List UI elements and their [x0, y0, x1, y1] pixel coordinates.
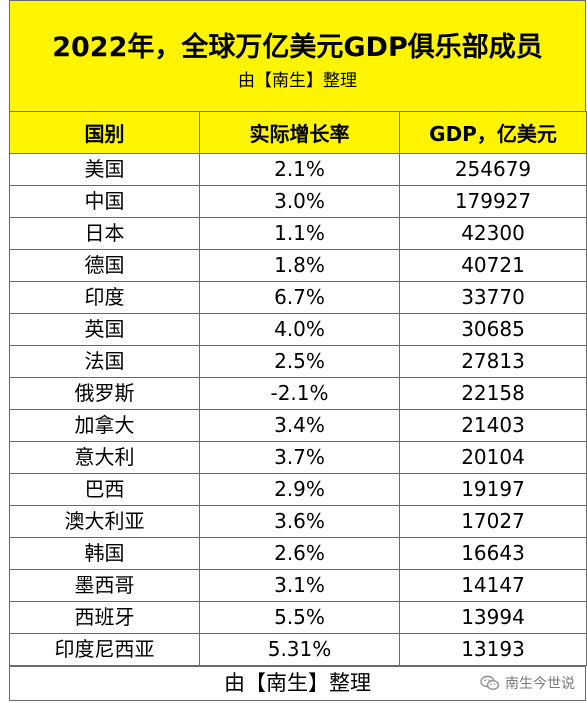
- title-block: 2022年，全球万亿美元GDP俱乐部成员 由【南生】整理: [9, 0, 586, 112]
- cell-country: 澳大利亚: [9, 505, 200, 538]
- cell-country: 加拿大: [9, 409, 200, 442]
- cell-growth-rate: 3.6%: [199, 505, 400, 538]
- cell-growth-rate: -2.1%: [199, 377, 400, 410]
- cell-growth-rate: 3.7%: [199, 441, 400, 474]
- cell-country: 法国: [9, 345, 200, 378]
- table-row: 加拿大 3.4% 21403: [9, 409, 587, 442]
- watermark: 南生今世说: [480, 670, 575, 696]
- table-row: 日本 1.1% 42300: [9, 217, 587, 250]
- cell-country: 日本: [9, 217, 200, 250]
- table-row: 韩国 2.6% 16643: [9, 537, 587, 570]
- table-row: 法国 2.5% 27813: [9, 345, 587, 378]
- cell-country: 中国: [9, 185, 200, 218]
- cell-gdp: 16643: [399, 537, 587, 570]
- cell-growth-rate: 2.6%: [199, 537, 400, 570]
- cell-gdp: 20104: [399, 441, 587, 474]
- cell-growth-rate: 3.4%: [199, 409, 400, 442]
- table-row: 德国 1.8% 40721: [9, 249, 587, 282]
- watermark-text: 南生今世说: [505, 676, 575, 692]
- table-row: 西班牙 5.5% 13994: [9, 601, 587, 634]
- cell-growth-rate: 1.8%: [199, 249, 400, 282]
- cell-growth-rate: 4.0%: [199, 313, 400, 346]
- cell-country: 英国: [9, 313, 200, 346]
- column-header-gdp: GDP，亿美元: [399, 111, 587, 154]
- table-row: 美国 2.1% 254679: [9, 153, 587, 186]
- cell-gdp: 19197: [399, 473, 587, 506]
- wechat-logo-icon: [480, 675, 500, 690]
- table-row: 澳大利亚 3.6% 17027: [9, 505, 587, 538]
- column-header-growth: 实际增长率: [199, 111, 400, 154]
- table-row: 英国 4.0% 30685: [9, 313, 587, 346]
- cell-gdp: 40721: [399, 249, 587, 282]
- table-row: 印度尼西亚 5.31% 13193: [9, 633, 587, 666]
- cell-growth-rate: 2.1%: [199, 153, 400, 186]
- cell-country: 美国: [9, 153, 200, 186]
- cell-growth-rate: 2.5%: [199, 345, 400, 378]
- cell-gdp: 21403: [399, 409, 587, 442]
- cell-gdp: 27813: [399, 345, 587, 378]
- cell-country: 墨西哥: [9, 569, 200, 602]
- cell-growth-rate: 5.31%: [199, 633, 400, 666]
- cell-gdp: 42300: [399, 217, 587, 250]
- table-row: 印度 6.7% 33770: [9, 281, 587, 314]
- footer-text: 由【南生】整理: [224, 671, 371, 695]
- cell-growth-rate: 2.9%: [199, 473, 400, 506]
- cell-growth-rate: 3.1%: [199, 569, 400, 602]
- cell-growth-rate: 3.0%: [199, 185, 400, 218]
- cell-country: 韩国: [9, 537, 200, 570]
- table-row: 墨西哥 3.1% 14147: [9, 569, 587, 602]
- cell-gdp: 254679: [399, 153, 587, 186]
- spreadsheet: 2022年，全球万亿美元GDP俱乐部成员 由【南生】整理 国别 实际增长率 GD…: [9, 0, 587, 703]
- cell-growth-rate: 6.7%: [199, 281, 400, 314]
- cell-gdp: 179927: [399, 185, 587, 218]
- page-subtitle: 由【南生】整理: [238, 71, 357, 91]
- cell-country: 西班牙: [9, 601, 200, 634]
- page-title: 2022年，全球万亿美元GDP俱乐部成员: [52, 32, 543, 63]
- gdp-table: 国别 实际增长率 GDP，亿美元 美国 2.1% 254679 中国 3.0% 17992…: [9, 111, 587, 666]
- cell-growth-rate: 5.5%: [199, 601, 400, 634]
- cell-growth-rate: 1.1%: [199, 217, 400, 250]
- cell-country: 印度: [9, 281, 200, 314]
- table-row: 意大利 3.7% 20104: [9, 441, 587, 474]
- header-row: 国别 实际增长率 GDP，亿美元: [9, 111, 587, 154]
- cell-country: 俄罗斯: [9, 377, 200, 410]
- cell-country: 意大利: [9, 441, 200, 474]
- cell-gdp: 22158: [399, 377, 587, 410]
- table-row: 中国 3.0% 179927: [9, 185, 587, 218]
- cell-gdp: 17027: [399, 505, 587, 538]
- cell-country: 巴西: [9, 473, 200, 506]
- cell-gdp: 13193: [399, 633, 587, 666]
- cell-gdp: 14147: [399, 569, 587, 602]
- cell-gdp: 30685: [399, 313, 587, 346]
- cell-gdp: 33770: [399, 281, 587, 314]
- cell-country: 德国: [9, 249, 200, 282]
- cell-country: 印度尼西亚: [9, 633, 200, 666]
- table-row: 俄罗斯 -2.1% 22158: [9, 377, 587, 410]
- column-header-country: 国别: [9, 111, 200, 154]
- table-row: 巴西 2.9% 19197: [9, 473, 587, 506]
- cell-gdp: 13994: [399, 601, 587, 634]
